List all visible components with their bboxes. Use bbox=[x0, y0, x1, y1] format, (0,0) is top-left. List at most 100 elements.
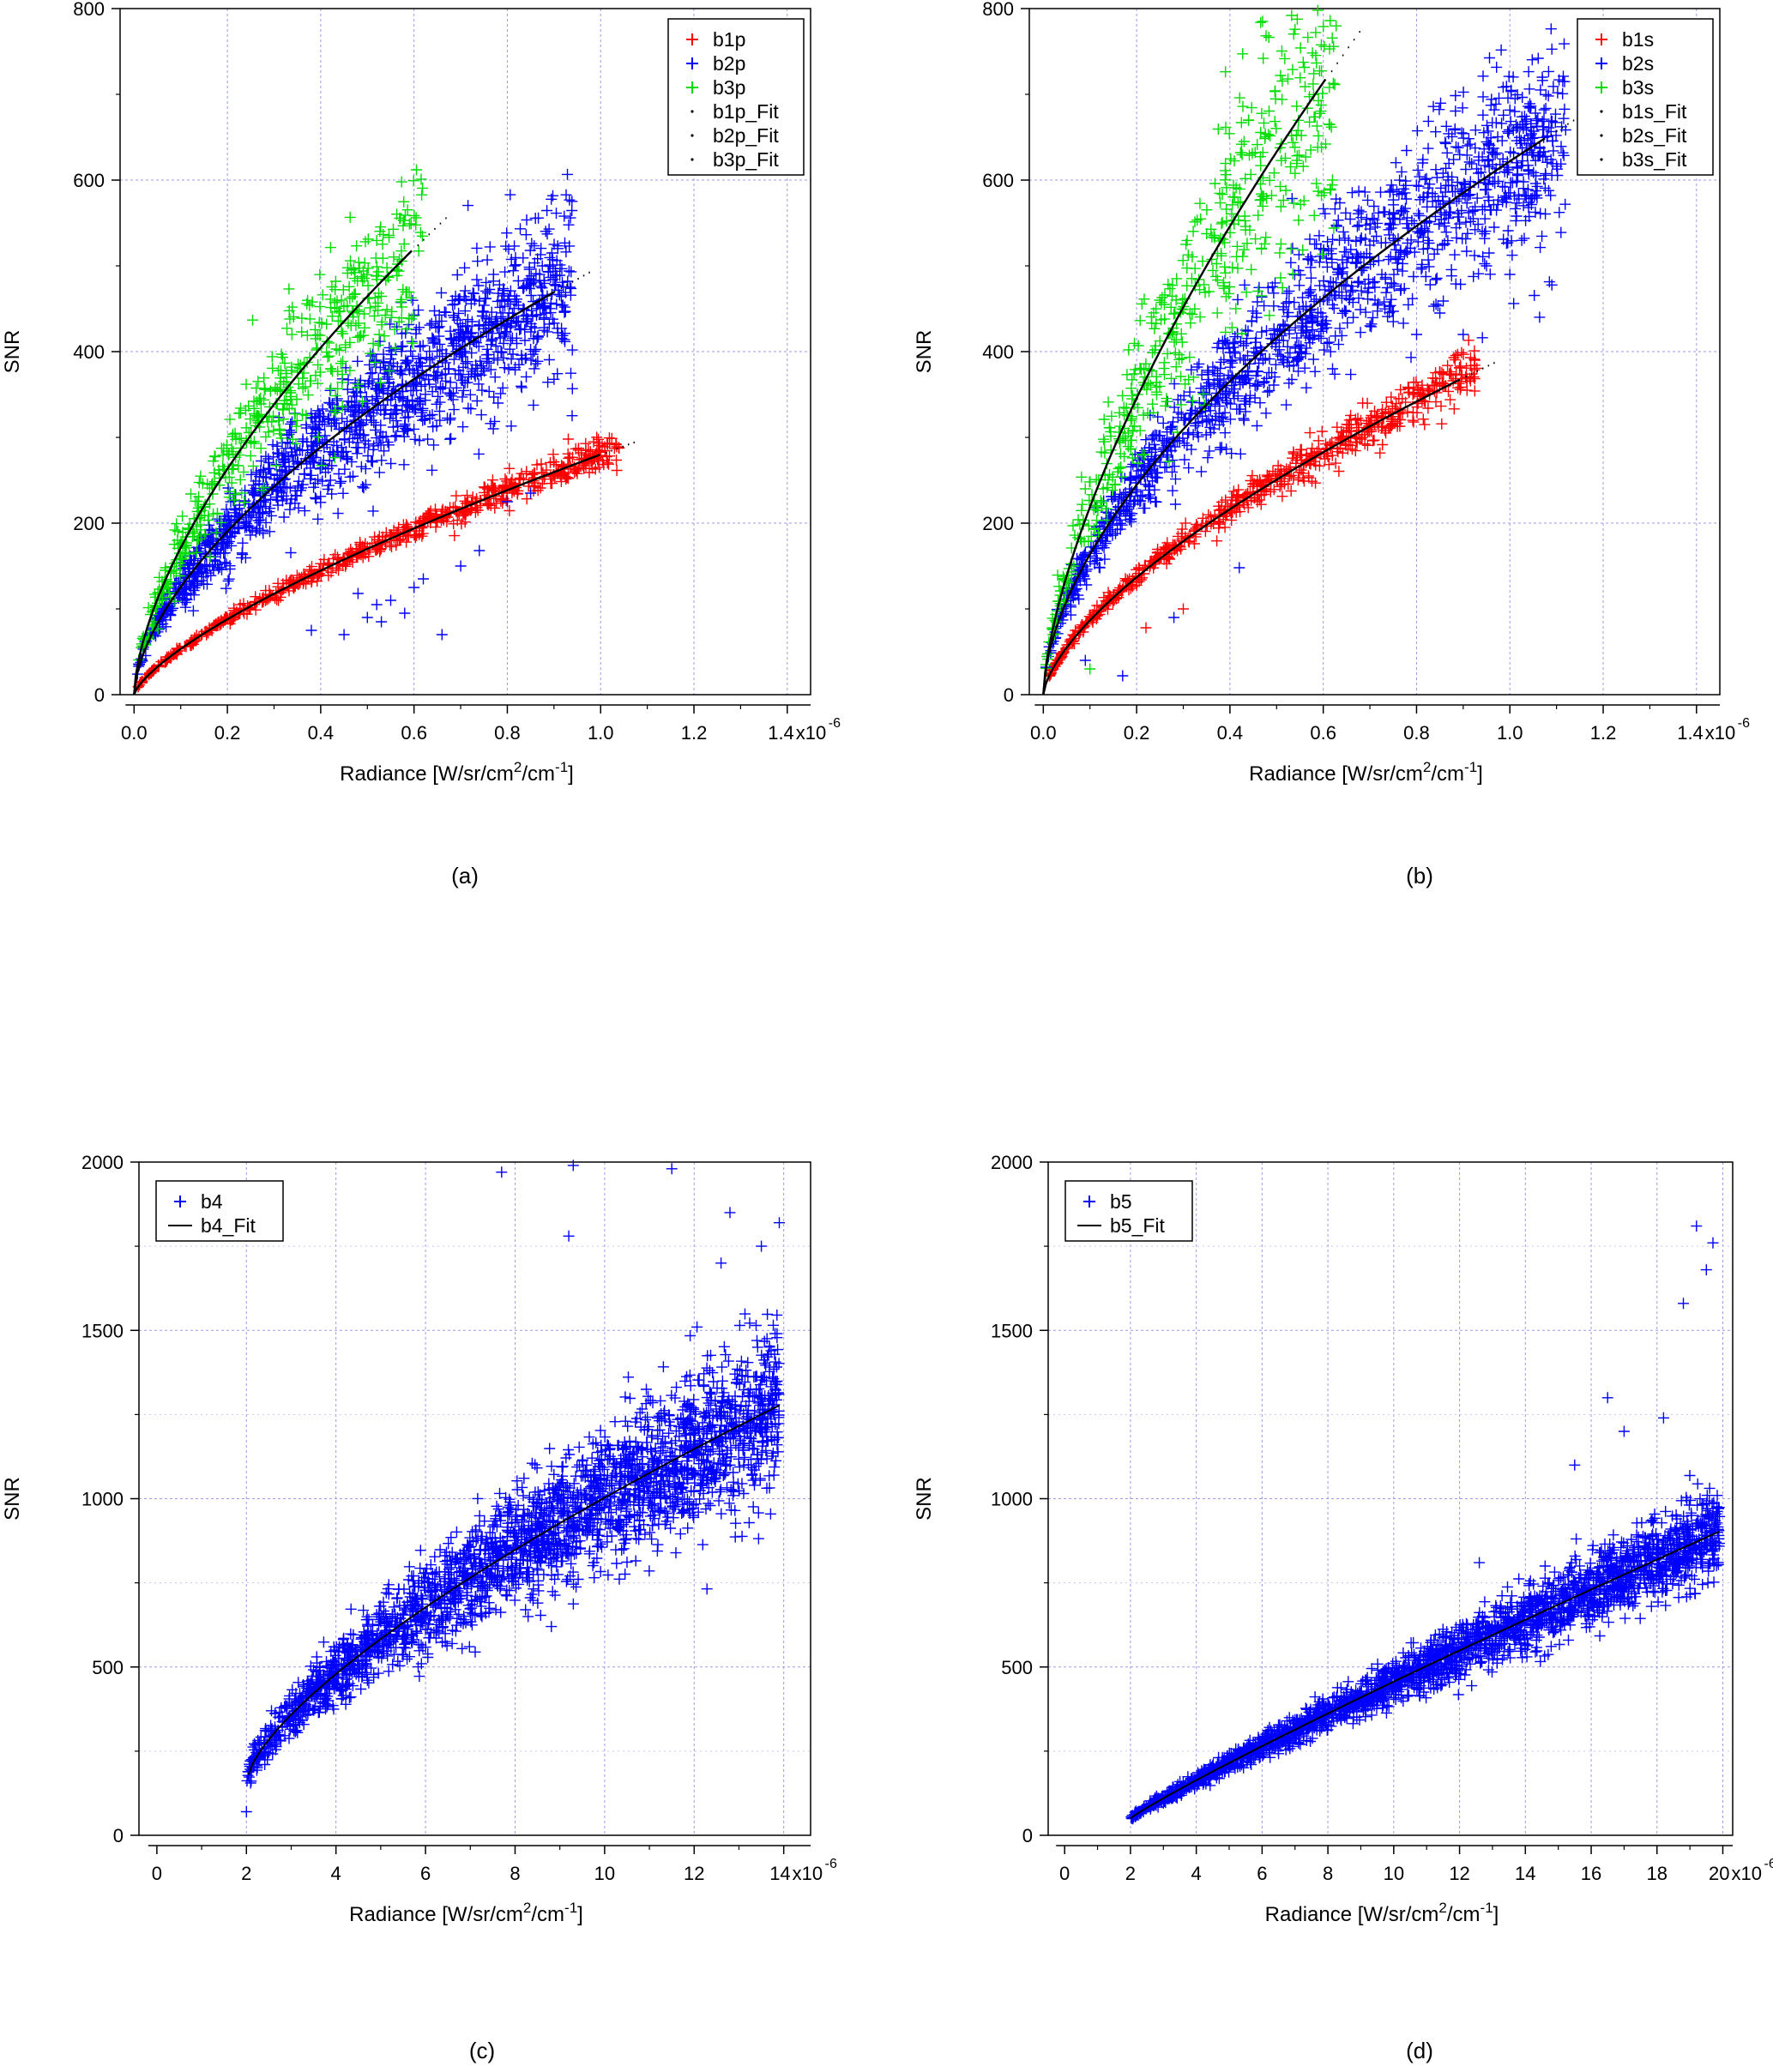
legend-label-b4_Fit: b4_Fit bbox=[201, 1214, 256, 1237]
x-axis-label-mid: /cm bbox=[1447, 1903, 1481, 1926]
legend-box bbox=[1064, 1180, 1193, 1242]
legend-label-b1s: b1s bbox=[1622, 28, 1654, 51]
legend-marker-b2p bbox=[686, 57, 698, 69]
series-b1s_Fit-curve bbox=[1042, 378, 1461, 696]
y-tick-label: 400 bbox=[73, 341, 105, 363]
x-multiplier: x10 bbox=[1731, 1863, 1761, 1884]
x-tick-label: 0 bbox=[1059, 1863, 1070, 1884]
y-tick-label: 400 bbox=[982, 341, 1014, 363]
y-axis: 0 500 1000 1500 2000 SNR bbox=[1, 1152, 139, 1846]
x-tick-label: 0.6 bbox=[1310, 722, 1336, 744]
x-axis-label: Radiance [W/sr/cm2/cm-1] bbox=[340, 759, 574, 786]
y-tick-label: 0 bbox=[113, 1825, 124, 1846]
chart-panel-a: 0.0 0.2 0.4 0.6 0.8 1.0 1.2 1.4 x10 -6 Radiance [W… bbox=[1, 0, 841, 888]
legend-label-b1p: b1p bbox=[713, 28, 745, 51]
legend-marker-b1p bbox=[686, 33, 698, 45]
legend-label-b3s_Fit: b3s_Fit bbox=[1622, 148, 1687, 171]
x-axis-label-end: ] bbox=[568, 762, 574, 786]
x-multiplier: x10 bbox=[793, 1863, 823, 1884]
legend-label-b5: b5 bbox=[1110, 1190, 1132, 1213]
x-axis: 0.0 0.2 0.4 0.6 0.8 1.0 1.2 1.4 x10 -6 Radiance [W… bbox=[1030, 704, 1750, 786]
x-axis-label: Radiance [W/sr/cm2/cm-1] bbox=[1249, 759, 1483, 786]
series-b4-markers bbox=[240, 1159, 785, 1817]
series-b3s bbox=[1040, 4, 1342, 675]
y-axis-label: SNR bbox=[1, 330, 24, 374]
x-axis-label-mid: /cm bbox=[531, 1903, 564, 1926]
x-tick-label: 0.6 bbox=[401, 722, 427, 744]
series-b5-markers bbox=[1125, 1220, 1726, 1825]
series-b1p_Fit-tail bbox=[605, 441, 635, 454]
series-b2s_Fit-curve bbox=[1042, 137, 1546, 696]
series-b2s-markers bbox=[1040, 23, 1571, 682]
legend-marker-b2p_Fit bbox=[691, 134, 694, 137]
x-axis-label-sup1: 2 bbox=[523, 1900, 531, 1916]
x-axis: 0.0 0.2 0.4 0.6 0.8 1.0 1.2 1.4 x10 -6 Radiance [W… bbox=[121, 704, 841, 786]
x-axis-label: Radiance [W/sr/cm2/cm-1] bbox=[1265, 1900, 1499, 1926]
x-multiplier-exponent: -6 bbox=[1764, 1857, 1773, 1871]
y-tick-label: 1500 bbox=[81, 1320, 124, 1341]
x-tick-label: 0.0 bbox=[121, 722, 148, 744]
x-tick-label: 1.2 bbox=[1590, 722, 1617, 744]
series-b4_Fit-curve bbox=[247, 1404, 780, 1775]
y-axis-label: SNR bbox=[1, 1477, 24, 1521]
series-b2s_Fit-tail bbox=[1550, 116, 1580, 136]
x-axis-label-sup2: -1 bbox=[1464, 759, 1477, 775]
legend-marker-b3s bbox=[1595, 81, 1607, 93]
x-multiplier-exponent: -6 bbox=[1738, 716, 1750, 731]
series-b5_Fit-curve bbox=[1130, 1530, 1721, 1820]
y-tick-label: 0 bbox=[1022, 1825, 1033, 1846]
legend-marker-b1s bbox=[1595, 33, 1607, 45]
panel-caption: (d) bbox=[1406, 2038, 1433, 2063]
x-tick-label: 12 bbox=[684, 1863, 704, 1884]
y-axis: 0 200 400 600 800 SNR bbox=[1, 0, 120, 706]
x-tick-label: 1.2 bbox=[681, 722, 708, 744]
x-tick-label: 0.2 bbox=[1124, 722, 1150, 744]
x-axis-label-sup2: -1 bbox=[555, 759, 568, 775]
y-tick-label: 0 bbox=[94, 684, 105, 706]
x-tick-label: 2 bbox=[241, 1863, 251, 1884]
x-tick-label: 8 bbox=[510, 1863, 520, 1884]
y-axis-label: SNR bbox=[913, 1477, 936, 1521]
x-axis-label-end: ] bbox=[1477, 762, 1483, 786]
x-tick-label: 8 bbox=[1323, 1863, 1333, 1884]
panel-caption: (b) bbox=[1406, 863, 1433, 888]
x-tick-label: 20 bbox=[1709, 1863, 1729, 1884]
x-axis-label-mid: /cm bbox=[522, 762, 555, 786]
x-tick-label: 4 bbox=[1191, 1863, 1202, 1884]
x-axis-label-main: Radiance [W/sr/cm bbox=[349, 1903, 523, 1926]
legend-label-b1s_Fit: b1s_Fit bbox=[1622, 100, 1687, 123]
x-axis-label: Radiance [W/sr/cm2/cm-1] bbox=[349, 1900, 583, 1926]
series-b5 bbox=[1125, 1220, 1726, 1825]
panel-caption: (a) bbox=[451, 863, 479, 888]
series-b4 bbox=[240, 1159, 785, 1817]
x-axis-label-sup1: 2 bbox=[1423, 759, 1431, 775]
y-tick-label: 2000 bbox=[991, 1152, 1033, 1173]
y-tick-label: 800 bbox=[73, 0, 105, 20]
legend-label-b2s_Fit: b2s_Fit bbox=[1622, 124, 1687, 147]
x-tick-label: 2 bbox=[1125, 1863, 1136, 1884]
x-tick-label: 14 bbox=[1515, 1863, 1535, 1884]
legend-marker-b3p_Fit bbox=[691, 158, 694, 161]
series-b3p_Fit-tail bbox=[417, 217, 447, 246]
legend-marker-b3p bbox=[686, 81, 698, 93]
x-axis-label-end: ] bbox=[577, 1903, 583, 1926]
x-tick-label: 1.4 bbox=[1677, 722, 1704, 744]
x-tick-label: 0.0 bbox=[1030, 722, 1057, 744]
x-tick-label: 4 bbox=[331, 1863, 341, 1884]
x-tick-label: 14 bbox=[769, 1863, 790, 1884]
legend-label-b3p: b3p bbox=[713, 76, 745, 99]
y-tick-label: 0 bbox=[1004, 684, 1014, 706]
legend-box bbox=[667, 18, 805, 176]
chart-panel-b: 0.0 0.2 0.4 0.6 0.8 1.0 1.2 1.4 x10 -6 Radiance [W… bbox=[913, 0, 1750, 888]
legend-label-b3p_Fit: b3p_Fit bbox=[713, 148, 779, 171]
legend-label-b2s: b2s bbox=[1622, 52, 1654, 75]
y-tick-label: 200 bbox=[73, 513, 105, 534]
legend-marker-b4 bbox=[174, 1196, 186, 1208]
legend-marker-b2s bbox=[1595, 57, 1607, 69]
x-tick-label: 0.2 bbox=[214, 722, 241, 744]
